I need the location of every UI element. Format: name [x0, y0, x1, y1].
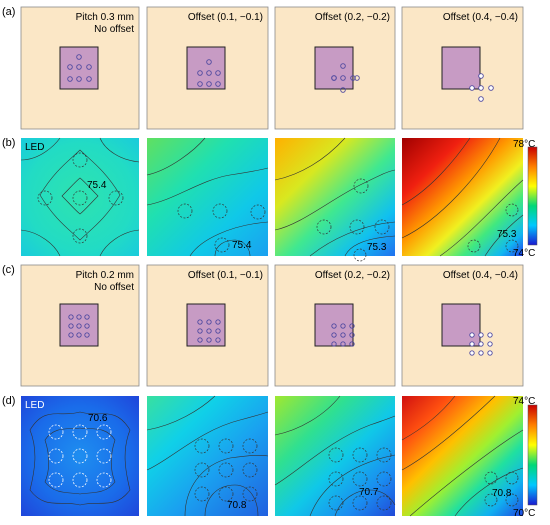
bump-array	[469, 332, 493, 356]
caption-line: Offset (0.4, −0.4)	[442, 270, 518, 281]
bump-outlines	[48, 424, 112, 488]
peak-temperature: 70.8	[492, 488, 512, 499]
bump-outlines	[328, 447, 392, 511]
isotherms	[401, 137, 524, 257]
colorbar-min-label: 70°C	[513, 508, 536, 519]
layout-panel	[274, 6, 396, 130]
caption-line: Pitch 0.2 mm	[75, 270, 134, 281]
chip	[59, 46, 99, 90]
thermal-field	[21, 396, 139, 516]
peak-temperature: 70.8	[227, 500, 247, 511]
thermal-field	[402, 396, 523, 516]
chip	[314, 303, 354, 347]
peak-temperature: 75.3	[367, 242, 387, 253]
bump-array	[67, 54, 92, 82]
colorbar-min-label: 74°C	[513, 248, 536, 259]
colorbar-max-label: 78°C	[513, 139, 536, 150]
peak-temperature: 70.7	[359, 487, 379, 498]
panel-label-c: (c)	[2, 264, 15, 276]
bump-array	[331, 63, 360, 93]
thermal-field	[275, 396, 395, 516]
bump-array	[331, 323, 355, 347]
bump-array	[68, 314, 90, 338]
bump-outlines	[37, 152, 124, 244]
row-a	[20, 6, 524, 130]
chip	[186, 303, 226, 347]
caption-line: No offset	[94, 282, 134, 293]
isotherms	[146, 395, 269, 517]
layout-panel	[20, 264, 140, 387]
chip	[59, 303, 99, 347]
chip	[441, 46, 481, 90]
caption-line: Offset (0.1, −0.1)	[187, 12, 263, 23]
layout-panel	[146, 6, 269, 130]
row-d	[21, 395, 538, 517]
layout-panel	[146, 264, 269, 387]
thermal-field	[147, 138, 268, 256]
bump-outlines	[177, 203, 266, 253]
bump-outlines	[467, 203, 519, 253]
thermal-map	[274, 137, 396, 262]
thermal-map	[274, 395, 396, 517]
bump-outlines	[316, 178, 390, 262]
led-label: LED	[25, 142, 45, 153]
isotherms	[29, 411, 131, 506]
thermal-field	[402, 138, 523, 256]
colorbar	[527, 404, 538, 506]
peak-temperature: 75.4	[87, 180, 107, 191]
thermal-field	[275, 138, 395, 256]
isotherms	[20, 137, 140, 257]
panel-label-d: (d)	[2, 395, 16, 407]
led-label: LED	[25, 400, 45, 411]
thermal-map	[146, 395, 269, 517]
caption-line: Offset (0.2, −0.2)	[314, 270, 390, 281]
panel-label-b: (b)	[2, 137, 16, 149]
layout-panel	[20, 6, 140, 130]
row-c	[20, 264, 524, 387]
peak-temperature: 75.3	[497, 229, 517, 240]
isotherms	[401, 395, 524, 517]
layout-panel	[401, 6, 524, 130]
chip	[186, 46, 226, 90]
bump-outlines	[194, 438, 258, 502]
peak-temperature: 70.6	[88, 413, 108, 424]
caption-line: Pitch 0.3 mm	[75, 12, 134, 23]
bump-array	[469, 73, 494, 102]
thermal-map	[401, 137, 524, 257]
peak-temperature: 75.4	[232, 240, 252, 251]
thermal-map	[401, 395, 524, 517]
isotherms	[274, 137, 396, 257]
chip	[314, 46, 354, 90]
thermal-map	[21, 396, 139, 516]
isotherms	[146, 137, 269, 257]
bump-outlines	[484, 471, 519, 507]
caption-line: Offset (0.4, −0.4)	[442, 12, 518, 23]
layout-panel	[401, 264, 524, 387]
thermal-map	[20, 137, 140, 257]
colorbar-max-label: 74°C	[513, 396, 536, 407]
isotherms	[274, 395, 396, 517]
caption-line: Offset (0.1, −0.1)	[187, 270, 263, 281]
colorbar	[527, 146, 538, 246]
caption-line: No offset	[94, 24, 134, 35]
layout-panel	[274, 264, 396, 387]
thermal-map	[146, 137, 269, 257]
panel-label-a: (a)	[2, 6, 16, 18]
bump-array	[197, 59, 221, 87]
row-b	[20, 137, 538, 262]
caption-line: Offset (0.2, −0.2)	[314, 12, 390, 23]
chip	[441, 303, 481, 347]
bump-array	[197, 319, 221, 343]
